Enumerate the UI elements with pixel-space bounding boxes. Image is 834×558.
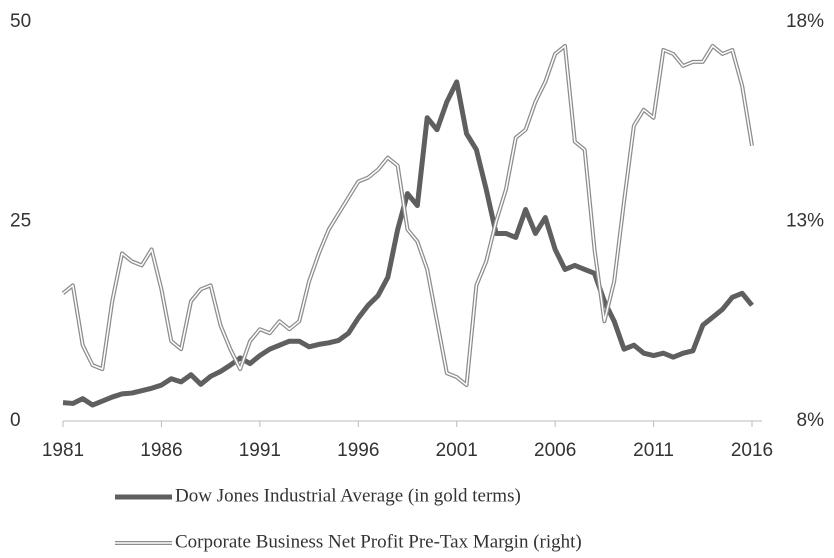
x-tick-label: 1996 xyxy=(337,440,379,461)
x-tick-label: 2006 xyxy=(534,440,576,461)
y-tick-label: 0 xyxy=(10,410,21,431)
y2-tick-label: 13% xyxy=(786,211,824,232)
x-tick-label: 2011 xyxy=(633,440,674,461)
x-tick-label: 1986 xyxy=(140,440,182,461)
line xyxy=(61,43,754,388)
y-tick-label: 50 xyxy=(10,11,31,32)
y2-tick-label: 18% xyxy=(786,11,824,32)
x-tick-label: 2001 xyxy=(436,440,478,461)
line-inner xyxy=(62,45,753,386)
x-tick-label: 1991 xyxy=(239,440,281,461)
y2-tick-label: 8% xyxy=(797,410,825,431)
x-tick-label: 1981 xyxy=(42,440,84,461)
line xyxy=(62,79,754,408)
y-tick-label: 25 xyxy=(10,211,31,232)
legend-label: Corporate Business Net Profit Pre-Tax Ma… xyxy=(175,531,582,552)
legend-label: Dow Jones Industrial Average (in gold te… xyxy=(175,485,521,506)
x-tick-label: 2016 xyxy=(731,440,773,461)
